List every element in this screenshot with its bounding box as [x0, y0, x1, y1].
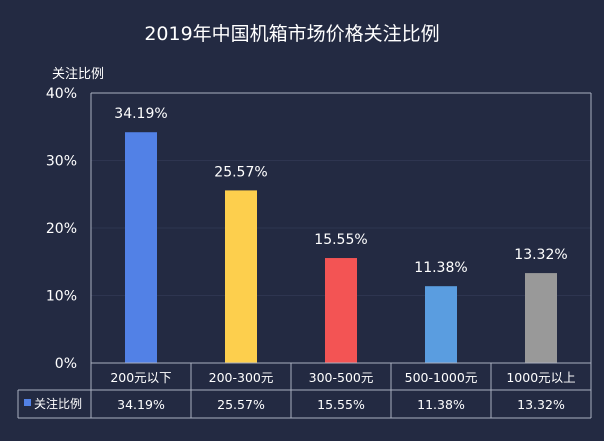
table-value: 13.32%: [517, 397, 565, 412]
data-label: 25.57%: [214, 164, 267, 180]
table-value: 15.55%: [317, 397, 365, 412]
bar: [125, 132, 157, 363]
y-tick-label: 30%: [46, 154, 77, 170]
y-tick-labels: 0% 10% 20% 30% 40%: [46, 86, 77, 372]
category-label: 200-300元: [209, 370, 274, 385]
category-label: 200元以下: [110, 370, 171, 385]
y-tick-label: 40%: [46, 86, 77, 102]
y-tick-label: 0%: [55, 356, 77, 372]
legend-series-name: 关注比例: [34, 396, 82, 411]
data-label: 11.38%: [414, 260, 467, 276]
bar: [325, 258, 357, 363]
y-tick-label: 10%: [46, 289, 77, 305]
data-table: 200元以下 34.19% 200-300元 25.57% 300-500元 15.55%…: [17, 362, 591, 419]
data-label: 15.55%: [314, 232, 367, 248]
bar: [525, 273, 557, 363]
data-labels: 34.19% 25.57% 15.55% 11.38% 13.32%: [114, 106, 567, 276]
data-label: 34.19%: [114, 106, 167, 122]
category-label: 300-500元: [309, 370, 374, 385]
data-label: 13.32%: [514, 247, 567, 263]
y-axis-label: 关注比例: [52, 67, 104, 82]
bars: [125, 132, 557, 363]
legend-marker: [24, 399, 31, 406]
table-value: 25.57%: [217, 397, 265, 412]
bar: [225, 190, 257, 363]
table-value: 11.38%: [417, 397, 465, 412]
axes: [90, 92, 592, 418]
y-tick-label: 20%: [46, 221, 77, 237]
category-label: 1000元以上: [506, 370, 575, 385]
chart-title: 2019年中国机箱市场价格关注比例: [144, 23, 439, 45]
table-value: 34.19%: [117, 397, 165, 412]
category-label: 500-1000元: [405, 370, 478, 385]
bar: [425, 286, 457, 363]
